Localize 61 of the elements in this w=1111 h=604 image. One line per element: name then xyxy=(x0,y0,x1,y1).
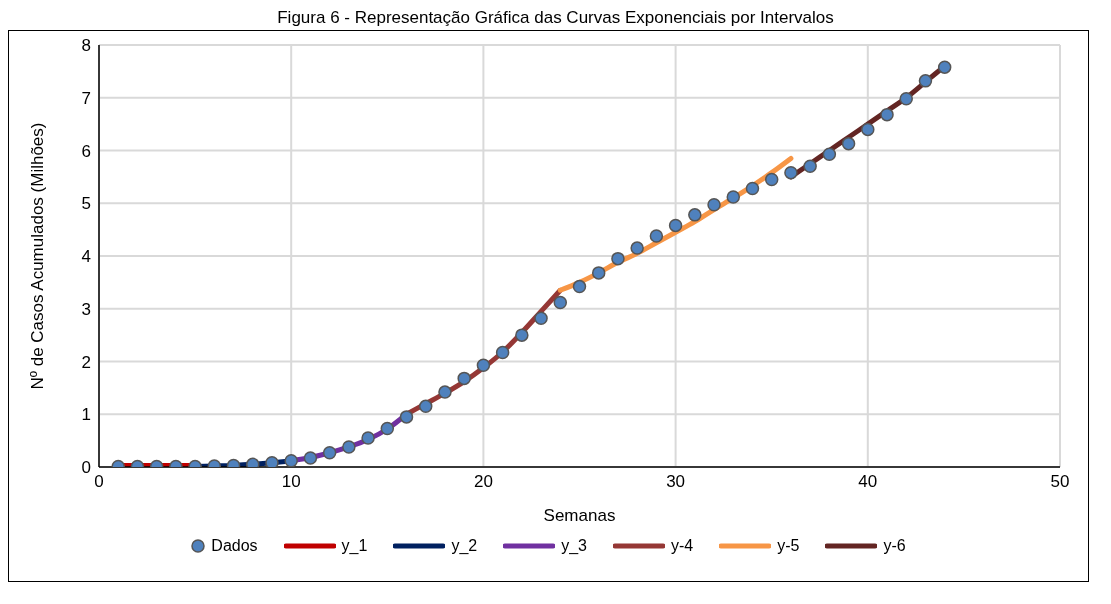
legend-label: y-5 xyxy=(777,537,800,555)
point xyxy=(457,371,471,386)
point xyxy=(630,241,644,255)
point xyxy=(591,266,606,280)
point xyxy=(322,446,337,460)
point xyxy=(515,328,529,342)
point xyxy=(937,60,952,74)
legend-label: y_2 xyxy=(451,537,478,555)
point xyxy=(841,136,856,151)
x-tick-label: 50 xyxy=(1050,472,1070,492)
y-tick-label: 8 xyxy=(81,36,91,56)
legend-label: y_1 xyxy=(341,537,368,555)
point xyxy=(342,440,356,454)
x-axis-title: Semanas xyxy=(543,506,616,525)
point xyxy=(553,295,568,310)
point xyxy=(611,251,625,266)
point xyxy=(438,385,452,399)
point xyxy=(534,311,548,325)
point xyxy=(284,453,298,467)
point xyxy=(668,218,683,233)
y-tick-label: 5 xyxy=(81,194,91,214)
legend-label: y-4 xyxy=(670,537,694,555)
chart-title: Figura 6 - Representação Gráfica das Curvas Exponenciais por Intervalos xyxy=(276,8,835,29)
x-tick-label: 10 xyxy=(281,472,301,492)
y-tick-label: 0 xyxy=(81,458,91,478)
point xyxy=(476,358,491,372)
point xyxy=(918,74,933,88)
y-tick-label: 2 xyxy=(81,352,91,372)
point xyxy=(399,410,414,424)
y-axis-title: Nº de Casos Acumulados (Milhões) xyxy=(28,122,48,390)
point xyxy=(745,181,760,196)
x-tick-label: 20 xyxy=(473,472,493,492)
legend-label: y-6 xyxy=(883,537,906,555)
point xyxy=(784,165,798,180)
point xyxy=(726,190,741,204)
y-tick-label: 6 xyxy=(81,141,91,161)
y-tick-label: 1 xyxy=(81,405,91,425)
point xyxy=(803,159,817,174)
x-tick-label: 40 xyxy=(858,472,878,492)
point xyxy=(572,279,587,294)
point xyxy=(688,208,702,222)
point xyxy=(418,399,433,414)
point xyxy=(265,456,279,467)
point xyxy=(899,92,913,106)
y-tick-label: 7 xyxy=(81,88,91,108)
x-tick-label: 0 xyxy=(94,472,104,492)
legend-label: y_3 xyxy=(561,537,587,555)
point xyxy=(380,421,395,436)
legend-label: Dados xyxy=(211,537,258,555)
point xyxy=(861,122,875,137)
point xyxy=(361,431,375,445)
y-tick-label: 4 xyxy=(81,247,91,267)
point xyxy=(764,172,779,187)
point xyxy=(495,345,510,360)
point xyxy=(707,198,721,212)
point xyxy=(649,229,664,243)
point xyxy=(880,107,894,122)
point xyxy=(822,147,837,161)
x-tick-label: 30 xyxy=(666,472,686,492)
point xyxy=(303,451,318,465)
y-tick-label: 3 xyxy=(81,299,91,319)
